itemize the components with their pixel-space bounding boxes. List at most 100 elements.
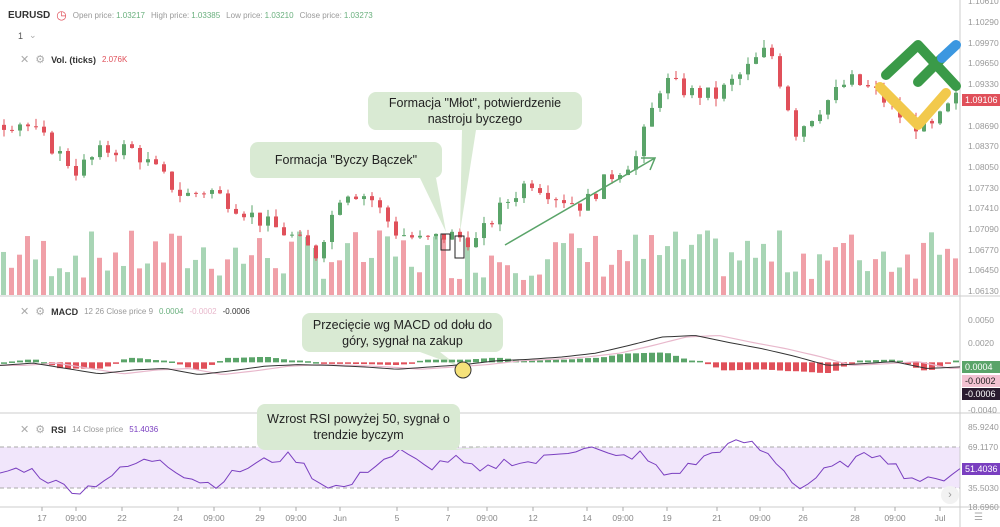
volume-bar: [49, 276, 54, 295]
candle-body: [498, 202, 502, 225]
macd-histogram-bar: [833, 362, 839, 371]
candle-body: [322, 241, 326, 259]
volume-bar: [561, 243, 566, 295]
volume-bar: [777, 230, 782, 295]
macd-histogram-bar: [209, 362, 215, 365]
candle-body: [818, 114, 822, 122]
macd-histogram-bar: [649, 352, 655, 363]
candle-body: [802, 126, 806, 137]
rsi-line: [0, 439, 961, 495]
macd-params: 12 26 Close price 9: [84, 307, 154, 316]
interval-select[interactable]: 1 ⌄: [12, 28, 43, 43]
volume-bar: [937, 254, 942, 295]
time-axis-label: 26: [798, 513, 808, 523]
candle-body: [274, 216, 278, 228]
volume-bar: [281, 273, 286, 295]
candle-body: [714, 87, 718, 99]
candle-body: [410, 235, 414, 238]
volume-bar: [265, 258, 270, 295]
price-axis-label: 1.09650: [968, 58, 999, 69]
volume-bar: [889, 271, 894, 295]
volume-bar: [1, 251, 6, 295]
volume-bar: [873, 259, 878, 295]
candle-body: [482, 223, 486, 239]
volume-bar: [41, 240, 46, 295]
volume-bar: [849, 234, 854, 295]
candle-body: [610, 174, 614, 180]
macd-histogram-bar: [241, 357, 247, 363]
price-axis-label: 1.06450: [968, 265, 999, 276]
scroll-right-button[interactable]: ›: [941, 486, 959, 504]
macd-histogram-bar: [417, 360, 423, 363]
chevron-down-icon: ⌄: [29, 30, 37, 40]
time-axis-label: 09:00: [749, 513, 771, 523]
candle-body: [18, 124, 22, 131]
candle-body: [810, 121, 814, 127]
volume-bar: [881, 251, 886, 295]
candle-body: [578, 203, 582, 211]
candle-body: [154, 159, 158, 165]
candle-body: [770, 47, 774, 57]
close-icon[interactable]: ✕: [20, 54, 30, 66]
candle-body: [290, 234, 294, 236]
gear-icon[interactable]: ⚙: [35, 424, 46, 436]
candle-body: [186, 192, 190, 196]
candle-body: [98, 145, 102, 158]
candle-body: [202, 193, 206, 195]
candle-body: [530, 183, 534, 189]
volume-bar: [33, 259, 38, 295]
macd-histogram-bar: [273, 358, 279, 363]
macd-histogram-bar: [425, 359, 431, 363]
low-value: 1.03210: [264, 10, 294, 20]
volume-bar: [809, 278, 814, 295]
macd-histogram-bar: [537, 360, 543, 363]
volume-bar: [401, 240, 406, 295]
macd-histogram-bar: [897, 360, 903, 363]
macd-histogram-bar: [161, 360, 167, 363]
macd-histogram-bar: [217, 361, 223, 363]
macd-histogram-bar: [145, 359, 151, 363]
macd-cross-marker: [454, 361, 472, 379]
clock-icon[interactable]: ◷: [56, 8, 67, 22]
macd-histogram-bar: [785, 362, 791, 372]
gear-icon[interactable]: ⚙: [35, 306, 46, 318]
volume-bar: [201, 247, 206, 295]
macd-histogram-bar: [737, 362, 743, 371]
candle-body: [178, 189, 182, 196]
candle-body: [690, 88, 694, 96]
candle-body: [954, 92, 958, 104]
macd-histogram-bar: [81, 362, 87, 369]
volume-bar: [361, 262, 366, 295]
volume-bar: [105, 270, 110, 295]
macd-histogram-bar: [569, 359, 575, 363]
macd-histogram-bar: [849, 362, 855, 364]
gear-icon[interactable]: ⚙: [35, 54, 46, 66]
macd-histogram-bar: [345, 362, 351, 364]
candle-body: [362, 196, 366, 200]
volume-bar: [297, 231, 302, 295]
volume-bar: [321, 278, 326, 295]
macd-histogram-bar: [89, 362, 95, 369]
candle-body: [354, 196, 358, 200]
candle-body: [34, 126, 38, 128]
volume-bar: [897, 267, 902, 295]
settings-icon[interactable]: ☰: [974, 512, 983, 523]
candle-body: [338, 202, 342, 215]
price-axis-label: 1.07410: [968, 203, 999, 214]
volume-bar: [841, 243, 846, 295]
trend-arrow: [504, 157, 656, 246]
close-icon[interactable]: ✕: [20, 306, 30, 318]
rsi-legend: ✕ ⚙ RSI 14 Close price 51.4036: [14, 421, 165, 438]
candle-body: [170, 171, 174, 190]
macd-histogram-bar: [817, 362, 823, 373]
candle-body: [634, 156, 638, 170]
macd-histogram-bar: [385, 362, 391, 365]
volume-bar: [497, 262, 502, 295]
macd-histogram-bar: [689, 360, 695, 363]
macd-histogram-bar: [641, 353, 647, 363]
candle-body: [650, 107, 654, 127]
symbol-name[interactable]: EURUSD: [8, 9, 51, 21]
volume-bar: [17, 254, 22, 295]
close-icon[interactable]: ✕: [20, 424, 30, 436]
